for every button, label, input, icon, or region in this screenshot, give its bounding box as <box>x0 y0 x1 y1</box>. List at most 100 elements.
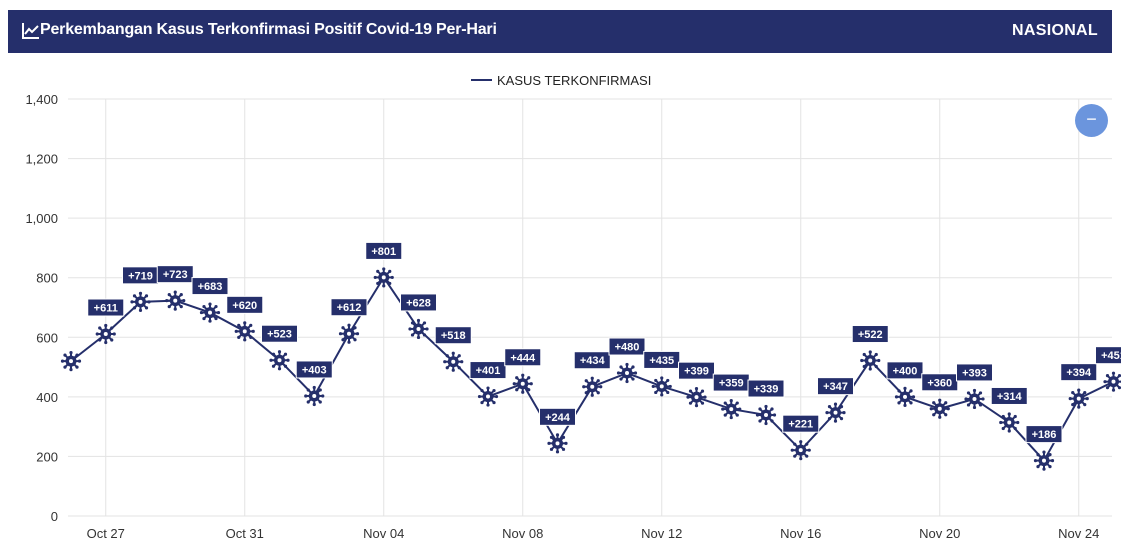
data-label: +393 <box>962 367 987 379</box>
data-label-box <box>434 326 472 345</box>
legend-label: KASUS TERKONFIRMASI <box>497 73 651 88</box>
data-label: +451 <box>1101 350 1121 362</box>
data-label-box <box>782 414 820 433</box>
data-label-box <box>1060 363 1098 382</box>
virus-icon <box>582 376 603 397</box>
data-label: +403 <box>302 364 327 376</box>
data-label: +435 <box>649 355 674 367</box>
virus-icon <box>1033 450 1055 471</box>
virus-icon <box>373 267 394 288</box>
data-label: +611 <box>94 303 118 315</box>
data-label: +723 <box>163 269 188 281</box>
data-label-box <box>365 241 403 260</box>
data-label: +434 <box>580 355 606 367</box>
data-label: +612 <box>337 302 362 314</box>
virus-icon <box>95 323 116 345</box>
data-label-box <box>643 350 681 369</box>
y-tick-label: 400 <box>36 390 58 405</box>
data-label: +801 <box>371 246 396 258</box>
data-label: +401 <box>476 365 501 377</box>
x-tick-label: Nov 24 <box>1058 526 1099 541</box>
virus-icon <box>443 351 464 372</box>
data-label-box <box>504 348 542 367</box>
data-label-box <box>747 379 785 398</box>
virus-icon <box>686 387 707 408</box>
virus-icon <box>199 302 221 323</box>
virus-icon <box>999 412 1020 433</box>
virus-icon <box>860 350 881 371</box>
data-label: +186 <box>1032 429 1057 441</box>
data-label-box <box>678 361 715 380</box>
y-tick-label: 600 <box>36 330 58 345</box>
data-label: +480 <box>615 342 640 354</box>
virus-icon <box>651 376 672 397</box>
line-chart-icon <box>22 23 39 39</box>
x-tick-label: Nov 08 <box>502 526 543 541</box>
virus-icon <box>130 291 151 312</box>
x-tick-label: Oct 31 <box>226 526 264 541</box>
minus-icon: − <box>1086 109 1097 129</box>
data-label-box <box>573 351 611 370</box>
data-label: +400 <box>893 365 918 377</box>
y-tick-label: 800 <box>36 271 58 286</box>
virus-icon <box>60 351 82 372</box>
y-tick-label: 1,400 <box>25 92 58 107</box>
virus-icon <box>408 318 429 340</box>
data-label: +523 <box>267 329 292 341</box>
virus-icon <box>721 398 742 420</box>
data-label: +683 <box>198 281 223 293</box>
zoom-out-button[interactable]: − <box>1075 104 1108 137</box>
data-label-box <box>226 295 264 314</box>
virus-icon <box>1068 388 1089 409</box>
data-label: +719 <box>128 270 153 282</box>
data-label-box <box>191 277 229 296</box>
data-label: +628 <box>406 297 431 309</box>
data-label-box <box>400 293 437 312</box>
data-label: +314 <box>997 391 1023 403</box>
chart-header: Perkembangan Kasus Terkonfirmasi Positif… <box>8 10 1112 53</box>
virus-icon <box>304 385 325 407</box>
data-label-box <box>1095 346 1121 365</box>
data-label: +394 <box>1066 367 1092 379</box>
data-label: +347 <box>823 381 848 393</box>
data-label: +339 <box>754 384 779 396</box>
virus-icon <box>755 404 777 426</box>
data-label: +360 <box>927 377 952 389</box>
data-label: +522 <box>858 329 883 341</box>
virus-icon <box>269 350 290 371</box>
data-label-box <box>608 337 646 356</box>
virus-icon <box>929 398 950 419</box>
y-tick-label: 1,000 <box>25 211 58 226</box>
chart-title: Perkembangan Kasus Terkonfirmasi Positif… <box>40 21 497 38</box>
data-label-box <box>261 324 298 343</box>
virus-icon <box>1103 371 1121 392</box>
virus-icon <box>234 321 255 342</box>
data-label: +221 <box>788 419 813 431</box>
data-label-box <box>956 363 993 382</box>
virus-icon <box>616 362 638 384</box>
data-label-box <box>990 386 1028 405</box>
x-tick-label: Oct 27 <box>87 526 125 541</box>
data-label-box <box>156 265 194 284</box>
data-label-box <box>817 377 854 396</box>
virus-icon <box>894 386 916 407</box>
data-label-box <box>469 361 507 380</box>
x-tick-label: Nov 16 <box>780 526 821 541</box>
data-label-box <box>330 298 368 317</box>
data-label-box <box>87 298 125 317</box>
virus-icon <box>512 373 533 394</box>
data-label-box <box>886 361 924 380</box>
virus-icon <box>825 402 846 423</box>
data-label: +359 <box>719 378 744 390</box>
x-tick-label: Nov 12 <box>641 526 682 541</box>
x-tick-label: Nov 04 <box>363 526 404 541</box>
virus-icon <box>790 440 811 461</box>
virus-icon <box>477 386 499 407</box>
virus-icon <box>338 323 360 344</box>
data-label-box <box>851 325 889 344</box>
data-label: +244 <box>545 412 571 424</box>
data-label: +518 <box>441 330 466 342</box>
scope-label: NASIONAL <box>1012 22 1098 39</box>
virus-icon <box>964 388 985 410</box>
